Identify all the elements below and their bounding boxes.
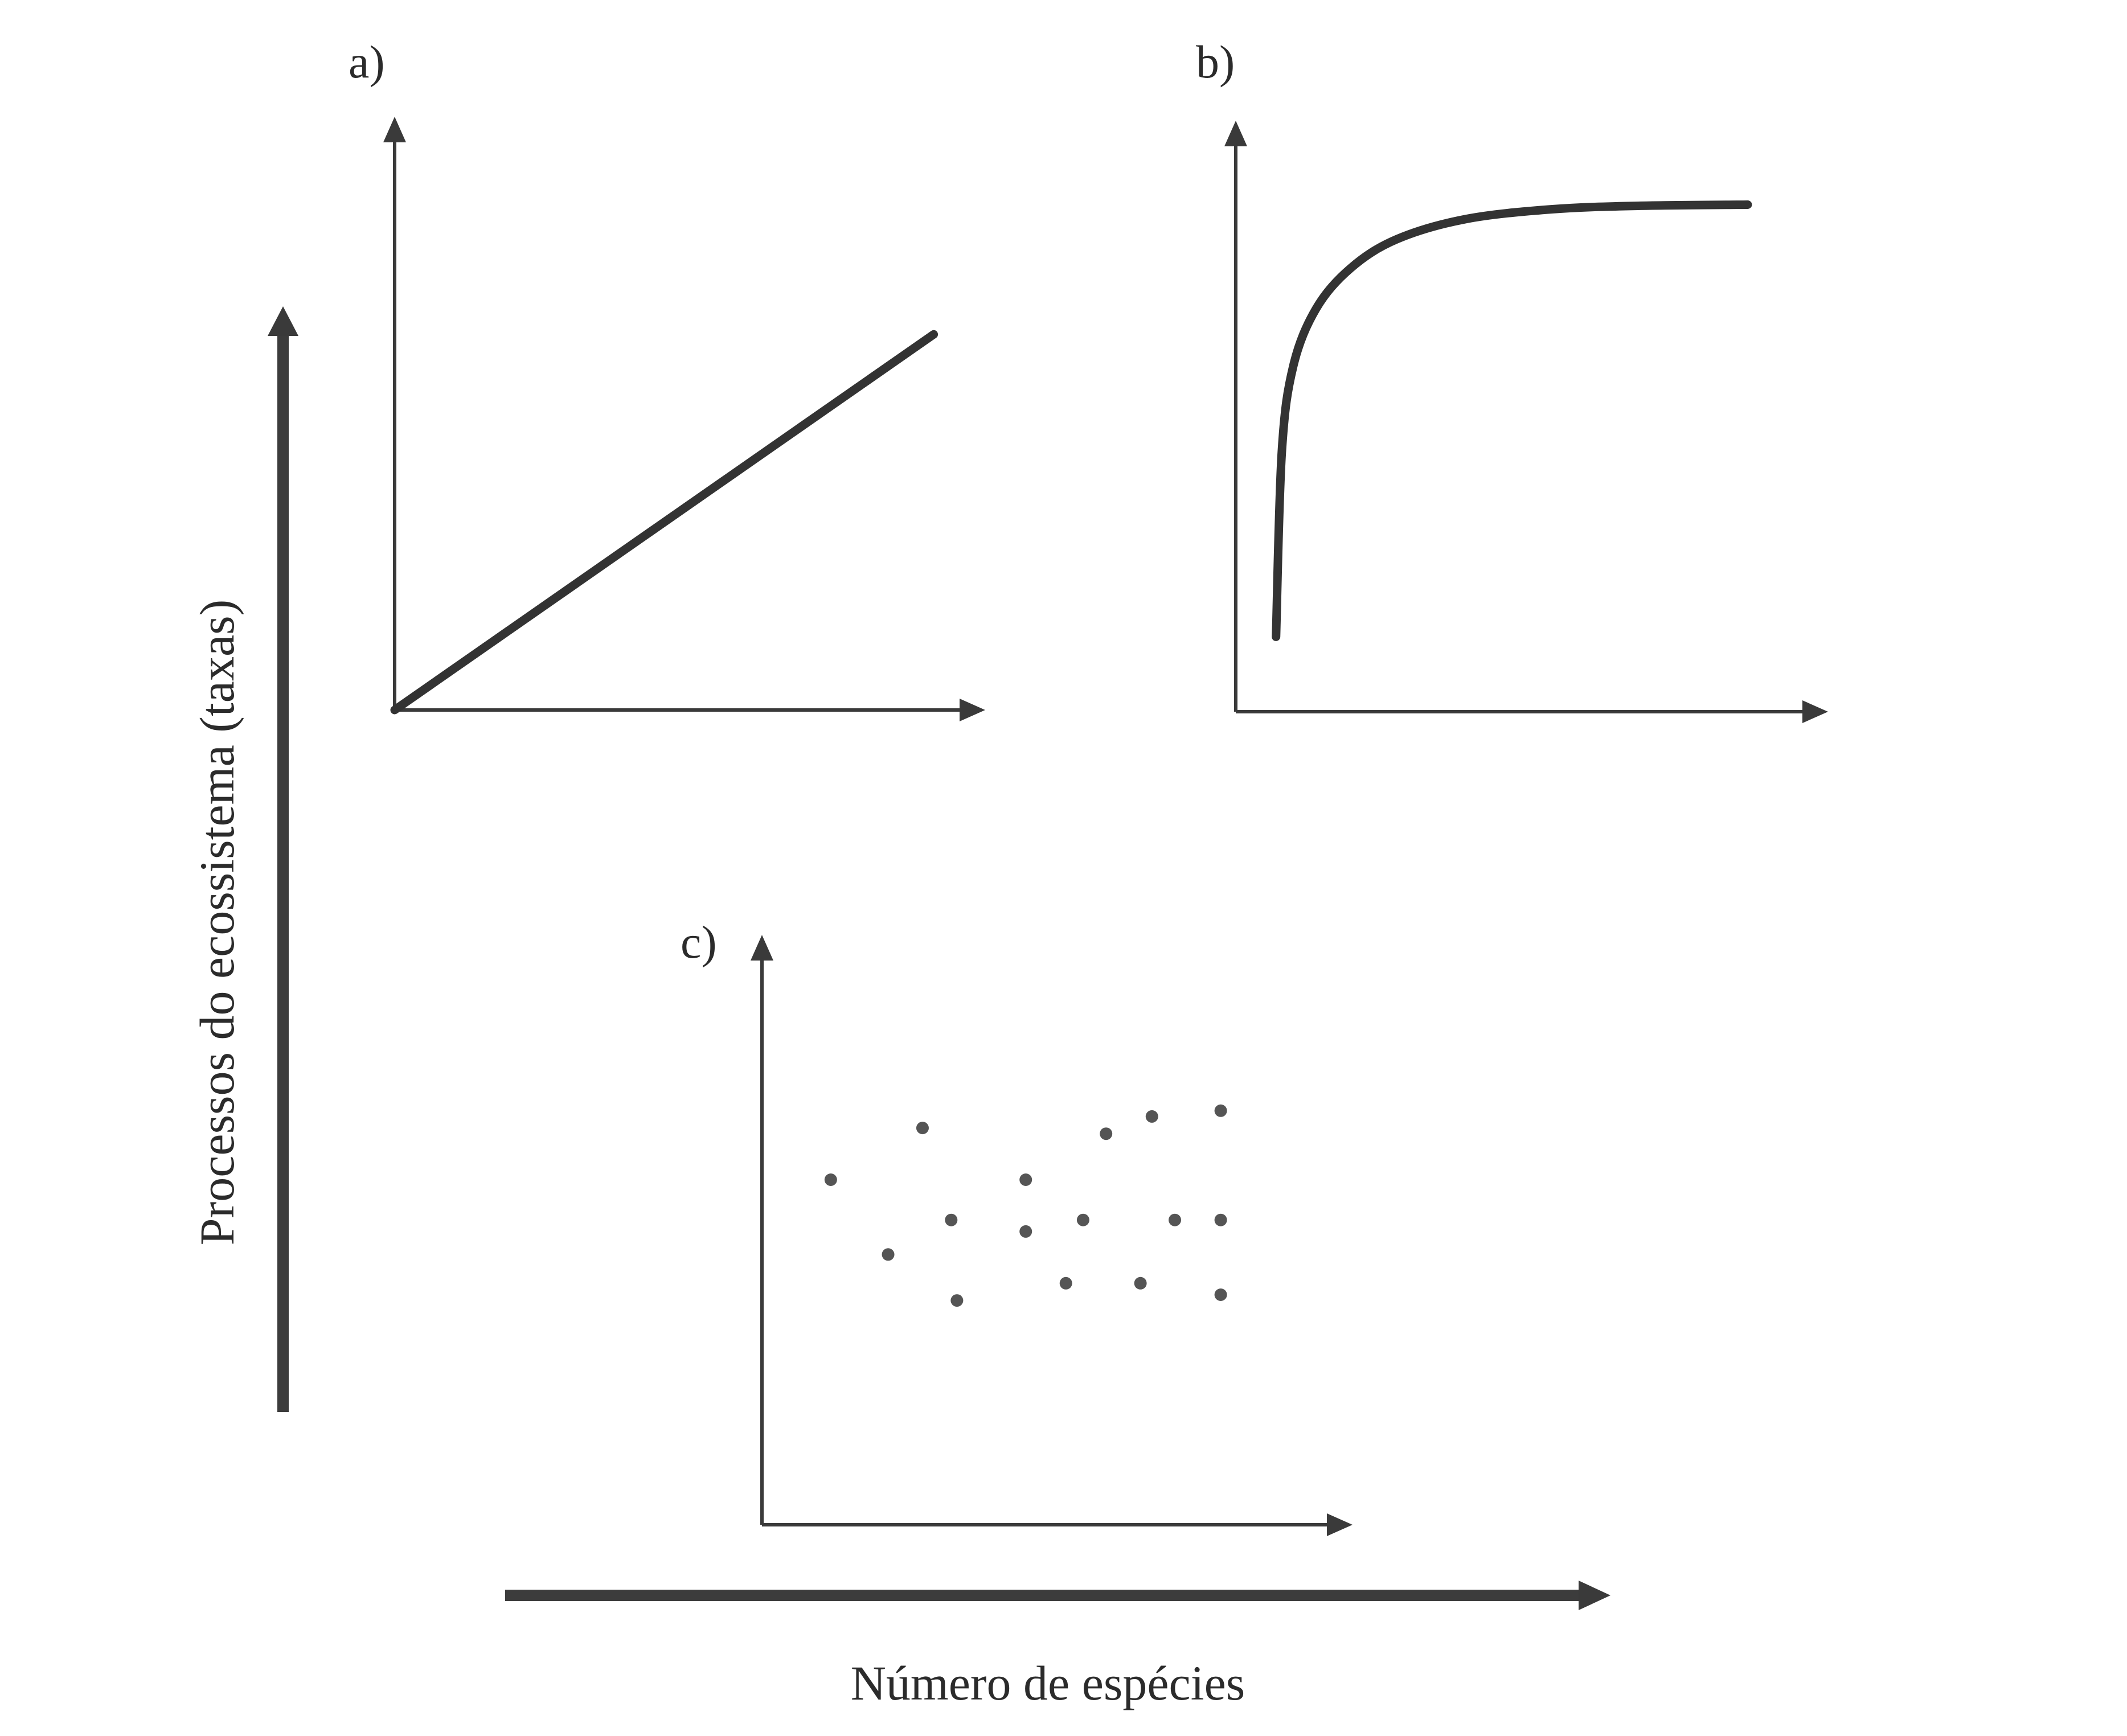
shared-y-axis-arrow (268, 306, 298, 1412)
scatter-point (1134, 1277, 1147, 1290)
panel-a: a) (349, 36, 985, 721)
scatter-point (1214, 1288, 1227, 1301)
scatter-point (916, 1122, 929, 1135)
panel-b: b) (1196, 36, 1828, 723)
scatter-point (1214, 1104, 1227, 1117)
panel-b-x-axis (1236, 700, 1828, 723)
panel-a-label: a) (349, 36, 385, 88)
shared-x-axis-arrow (505, 1581, 1610, 1610)
scatter-point (1145, 1110, 1158, 1123)
shared-x-axis-title: Número de espécies (851, 1656, 1245, 1710)
scatter-point (1214, 1213, 1227, 1226)
scatter-point (1019, 1225, 1032, 1238)
shared-y-axis-title: Processos do ecossistema (taxas) (190, 600, 244, 1245)
scatter-point (950, 1294, 964, 1307)
panel-c-x-axis (762, 1513, 1353, 1536)
scatter-point (1059, 1277, 1072, 1290)
scatter-point (1169, 1213, 1182, 1226)
panel-c: c) (681, 916, 1353, 1536)
panel-a-y-axis (383, 117, 406, 710)
panel-b-series-line (1272, 200, 1752, 641)
scatter-point (945, 1213, 958, 1226)
panel-c-label: c) (681, 916, 717, 968)
scatter-point (1100, 1127, 1113, 1140)
panel-c-series (824, 1104, 1227, 1307)
panel-c-y-axis (751, 935, 773, 1525)
panel-a-series (390, 330, 938, 715)
panel-b-y-axis (1224, 121, 1247, 712)
panel-b-series (1272, 200, 1752, 641)
scatter-point (1076, 1213, 1089, 1226)
panel-a-x-axis (395, 699, 985, 721)
scatter-point (824, 1173, 837, 1186)
panel-a-series-line (390, 330, 938, 715)
scatter-point (882, 1248, 895, 1261)
panel-b-label: b) (1196, 36, 1235, 88)
scatter-point (1019, 1173, 1032, 1186)
